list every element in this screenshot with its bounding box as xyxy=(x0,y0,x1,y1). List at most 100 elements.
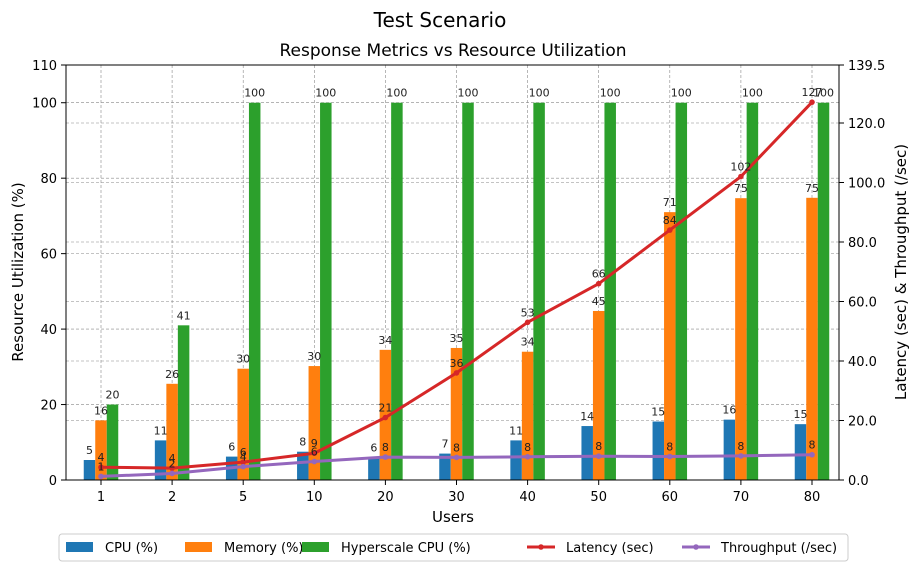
bar-value-label: 35 xyxy=(450,332,464,345)
legend-box xyxy=(58,533,849,562)
line-value-label: 53 xyxy=(521,306,535,319)
x-tick-label: 20 xyxy=(377,490,394,505)
bar xyxy=(177,325,190,480)
bar-value-label: 71 xyxy=(663,196,677,209)
legend: CPU (%) Memory (%) Hyperscale CPU (%) Laten… xyxy=(58,533,849,562)
y-tick-label-left: 40 xyxy=(40,323,57,338)
y-tick-label-right: 100.0 xyxy=(848,177,885,192)
line-point xyxy=(595,453,602,460)
line-value-label: 9 xyxy=(311,437,318,450)
line-point xyxy=(453,454,460,461)
bar-value-label: 100 xyxy=(386,87,407,100)
bar xyxy=(746,102,759,481)
line-value-label: 127 xyxy=(802,86,823,99)
line-point xyxy=(524,453,531,460)
x-tick-label: 10 xyxy=(306,490,323,505)
line-value-label: 8 xyxy=(382,441,389,454)
y-tick-label-right: 139.5 xyxy=(848,59,885,74)
bar-value-label: 100 xyxy=(671,87,692,100)
y-tick-label-left: 20 xyxy=(40,399,57,414)
bar xyxy=(95,420,107,480)
chart-title: Response Metrics vs Resource Utilization xyxy=(279,41,626,61)
y-tick-label-right: 120.0 xyxy=(848,117,885,132)
y-tick-label-right: 40.0 xyxy=(848,355,877,370)
line-value-label: 4 xyxy=(240,451,247,464)
line-point xyxy=(738,453,744,459)
bar-value-label: 26 xyxy=(165,368,179,381)
x-tick-label: 5 xyxy=(239,490,247,505)
x-axis-label: Users xyxy=(432,508,474,526)
line-value-label: 2 xyxy=(169,457,176,470)
bar xyxy=(652,421,665,480)
y-tick-label-right: 20.0 xyxy=(848,415,877,430)
chart-suptitle: Test Scenario xyxy=(373,8,507,32)
bar xyxy=(308,366,321,480)
legend-swatch xyxy=(185,542,212,552)
bar-value-label: 30 xyxy=(307,350,321,363)
bar xyxy=(592,310,605,480)
bar-value-label: 100 xyxy=(244,87,265,100)
x-tick-label: 2 xyxy=(168,490,176,505)
line-point xyxy=(667,227,673,233)
bar-value-label: 16 xyxy=(94,404,108,417)
bar xyxy=(675,102,688,481)
bar xyxy=(581,426,593,480)
bar-value-label: 100 xyxy=(600,87,621,100)
line-point xyxy=(240,459,246,465)
bar-value-label: 8 xyxy=(299,436,306,449)
line-value-label: 6 xyxy=(311,446,318,459)
line-value-label: 6 xyxy=(240,446,247,459)
line-value-label: 8 xyxy=(595,440,602,453)
legend-label: Latency (sec) xyxy=(566,541,654,556)
bar-value-label: 45 xyxy=(592,295,606,308)
bar xyxy=(368,457,380,480)
bar-value-label: 34 xyxy=(521,336,535,349)
bar xyxy=(106,404,119,480)
bar xyxy=(391,102,403,481)
bar-value-label: 15 xyxy=(651,406,665,419)
bar-value-label: 16 xyxy=(722,404,736,417)
lines xyxy=(98,99,815,480)
line-value-label: 8 xyxy=(666,440,673,453)
bar xyxy=(533,102,545,481)
line-value-label: 36 xyxy=(450,357,464,370)
y-tick-label-left: 60 xyxy=(40,248,57,263)
bar xyxy=(510,440,522,480)
line-value-label: 8 xyxy=(809,439,816,452)
bar-value-label: 34 xyxy=(378,334,392,347)
bar-value-label: 5 xyxy=(86,444,93,457)
bar xyxy=(297,451,309,480)
bar xyxy=(794,424,807,480)
bar-value-label: 100 xyxy=(529,87,550,100)
line-value-label: 8 xyxy=(737,440,744,453)
bar-value-label: 100 xyxy=(742,87,763,100)
legend-label: CPU (%) xyxy=(105,541,158,556)
legend-label: Throughput (/sec) xyxy=(720,541,837,556)
bar-value-label: 30 xyxy=(236,353,250,366)
line-point xyxy=(311,450,318,457)
bar xyxy=(462,102,474,481)
line-point xyxy=(595,280,602,287)
bar-value-label: 100 xyxy=(315,87,336,100)
x-tick-label: 60 xyxy=(662,490,679,505)
bar xyxy=(723,419,736,480)
line-point xyxy=(809,451,815,458)
bar xyxy=(320,102,332,481)
line-point xyxy=(169,470,175,477)
bar xyxy=(154,440,167,480)
x-tick-label: 70 xyxy=(733,490,750,505)
y-tick-label-right: 0.0 xyxy=(848,474,869,489)
bar-value-label: 75 xyxy=(805,182,819,195)
bar-value-label: 14 xyxy=(580,410,594,423)
bar xyxy=(521,351,534,480)
x-tick-label: 80 xyxy=(804,490,821,505)
y-axis-label-right: Latency (sec) & Throughput (/sec) xyxy=(892,144,910,400)
bar-value-label: 15 xyxy=(794,408,808,421)
bar-value-label: 100 xyxy=(458,87,479,100)
y-tick-label-left: 0 xyxy=(49,474,57,489)
line-value-label: 8 xyxy=(453,441,460,454)
bar-value-label: 6 xyxy=(228,441,235,454)
legend-marker xyxy=(693,544,699,550)
y-tick-label-right: 60.0 xyxy=(848,296,877,311)
